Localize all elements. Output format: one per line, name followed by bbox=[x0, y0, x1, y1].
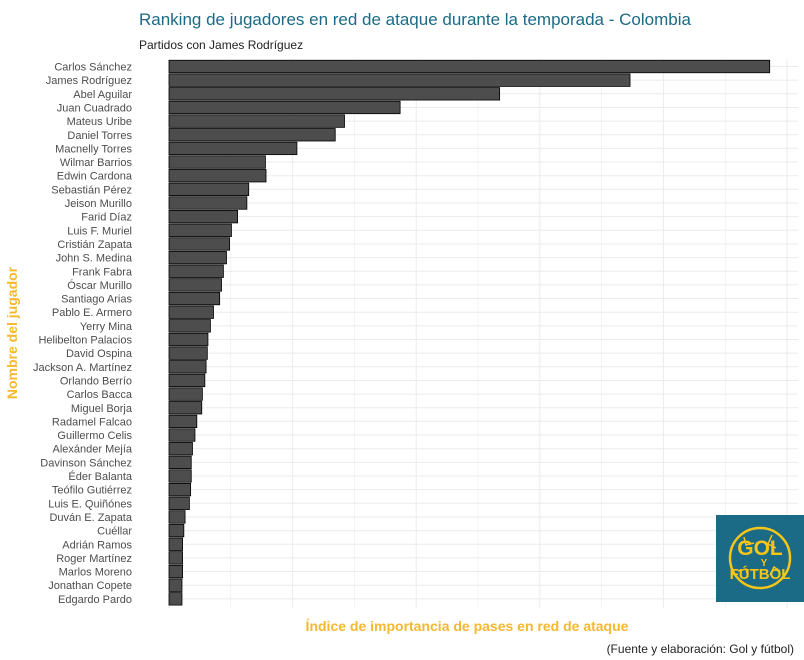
y-tick-label: Éder Balanta bbox=[68, 470, 132, 483]
grid-lines bbox=[168, 59, 798, 608]
bar bbox=[168, 87, 501, 101]
y-tick-label: Cuéllar bbox=[97, 526, 132, 538]
bar bbox=[168, 401, 203, 415]
y-tick-label: John S. Medina bbox=[56, 253, 133, 265]
y-tick-label: Luis F. Muriel bbox=[67, 225, 132, 237]
y-tick-label: James Rodríguez bbox=[46, 75, 132, 87]
y-tick-label: Mateus Uribe bbox=[67, 116, 132, 128]
bar bbox=[168, 373, 206, 388]
y-tick-label: Adrián Ramos bbox=[62, 539, 132, 551]
bar bbox=[168, 223, 232, 237]
y-tick-label: Edgardo Pardo bbox=[58, 594, 132, 606]
y-tick-label: Yerry Mina bbox=[80, 321, 133, 333]
bar bbox=[168, 114, 345, 128]
y-tick-label: Carlos Sánchez bbox=[54, 62, 132, 74]
y-tick-label: Roger Martínez bbox=[56, 553, 132, 565]
bar bbox=[168, 387, 203, 401]
bar bbox=[168, 182, 250, 197]
bar bbox=[168, 155, 266, 169]
bar bbox=[168, 209, 238, 224]
bar bbox=[168, 482, 192, 497]
ball-seams bbox=[737, 534, 781, 578]
y-tick-label: Juan Cuadrado bbox=[57, 102, 132, 114]
bar bbox=[168, 523, 185, 538]
y-tick-label: Sebastián Pérez bbox=[51, 184, 132, 196]
y-tick-label: Pablo E. Armero bbox=[52, 307, 132, 319]
bar bbox=[168, 428, 196, 442]
y-tick-label: Luis E. Quiñónes bbox=[48, 498, 132, 510]
bar bbox=[168, 250, 227, 265]
y-tick-label: Carlos Bacca bbox=[67, 389, 133, 401]
y-tick-label: Duván E. Zapata bbox=[49, 512, 132, 524]
bar bbox=[168, 564, 183, 579]
y-tick-label: Óscar Murillo bbox=[67, 279, 132, 292]
bar bbox=[168, 455, 192, 470]
bars bbox=[168, 59, 771, 606]
bar bbox=[168, 141, 298, 156]
bar bbox=[168, 59, 771, 74]
x-axis-label: Índice de importancia de pases en red de… bbox=[305, 618, 629, 634]
bar bbox=[168, 551, 183, 565]
bar bbox=[168, 73, 631, 87]
bar bbox=[168, 319, 211, 333]
y-tick-label: Davinson Sánchez bbox=[40, 457, 132, 469]
chart-caption: (Fuente y elaboración: Gol y fútbol) bbox=[606, 642, 794, 656]
y-tick-label: Guillermo Celis bbox=[57, 430, 132, 442]
y-tick-label: Wilmar Barrios bbox=[60, 157, 133, 169]
gol-y-futbol-logo: GOL Y FÚTBOL bbox=[716, 515, 804, 602]
bar bbox=[168, 128, 336, 142]
bar bbox=[168, 291, 221, 306]
y-tick-label: Orlando Berrío bbox=[60, 375, 132, 387]
bar bbox=[168, 537, 183, 551]
y-tick-label: Radamel Falcao bbox=[52, 416, 132, 428]
y-tick-label: Abel Aguilar bbox=[73, 89, 132, 101]
y-tick-label: Farid Díaz bbox=[81, 212, 132, 224]
bar bbox=[168, 469, 192, 483]
logo-text-gol: GOL bbox=[737, 537, 783, 560]
ball-icon bbox=[728, 526, 792, 590]
y-tick-label: Teófilo Gutiérrez bbox=[52, 485, 132, 497]
bar bbox=[168, 305, 214, 319]
y-tick-label: Marlos Moreno bbox=[59, 567, 132, 579]
logo-text-futbol: FÚTBOL bbox=[730, 565, 791, 583]
bar bbox=[168, 578, 183, 592]
chart-subtitle: Partidos con James Rodríguez bbox=[139, 38, 304, 52]
bar bbox=[168, 360, 207, 374]
y-tick-label: Frank Fabra bbox=[72, 266, 133, 278]
bar bbox=[168, 332, 209, 347]
logo-text-y: Y bbox=[761, 558, 768, 569]
bar bbox=[168, 510, 186, 524]
bar bbox=[168, 264, 224, 278]
chart-title: Ranking de jugadores en red de ataque du… bbox=[139, 10, 691, 29]
y-tick-label: Helibelton Palacios bbox=[38, 335, 132, 347]
bar bbox=[168, 196, 248, 210]
bar bbox=[168, 414, 198, 429]
y-tick-label: David Ospina bbox=[66, 348, 133, 360]
bar bbox=[168, 496, 190, 510]
y-tick-label: Macnelly Torres bbox=[55, 143, 132, 155]
y-tick-label: Santiago Arias bbox=[61, 294, 132, 306]
bar bbox=[168, 100, 401, 115]
bar bbox=[168, 346, 208, 360]
bar bbox=[168, 169, 267, 183]
y-tick-label: Daniel Torres bbox=[67, 130, 132, 142]
bar bbox=[168, 278, 222, 292]
y-tick-label: Jeison Murillo bbox=[65, 198, 132, 210]
y-tick-label: Cristián Zapata bbox=[57, 239, 132, 251]
bar bbox=[168, 592, 183, 606]
y-tick-label: Alexánder Mejía bbox=[53, 444, 133, 456]
bar bbox=[168, 442, 193, 456]
y-tick-label: Miguel Borja bbox=[71, 403, 133, 415]
bar bbox=[168, 237, 230, 251]
y-tick-label: Jonathan Copete bbox=[48, 580, 132, 592]
y-tick-label: Edwin Cardona bbox=[57, 171, 133, 183]
y-tick-label: Jackson A. Martínez bbox=[33, 362, 132, 374]
